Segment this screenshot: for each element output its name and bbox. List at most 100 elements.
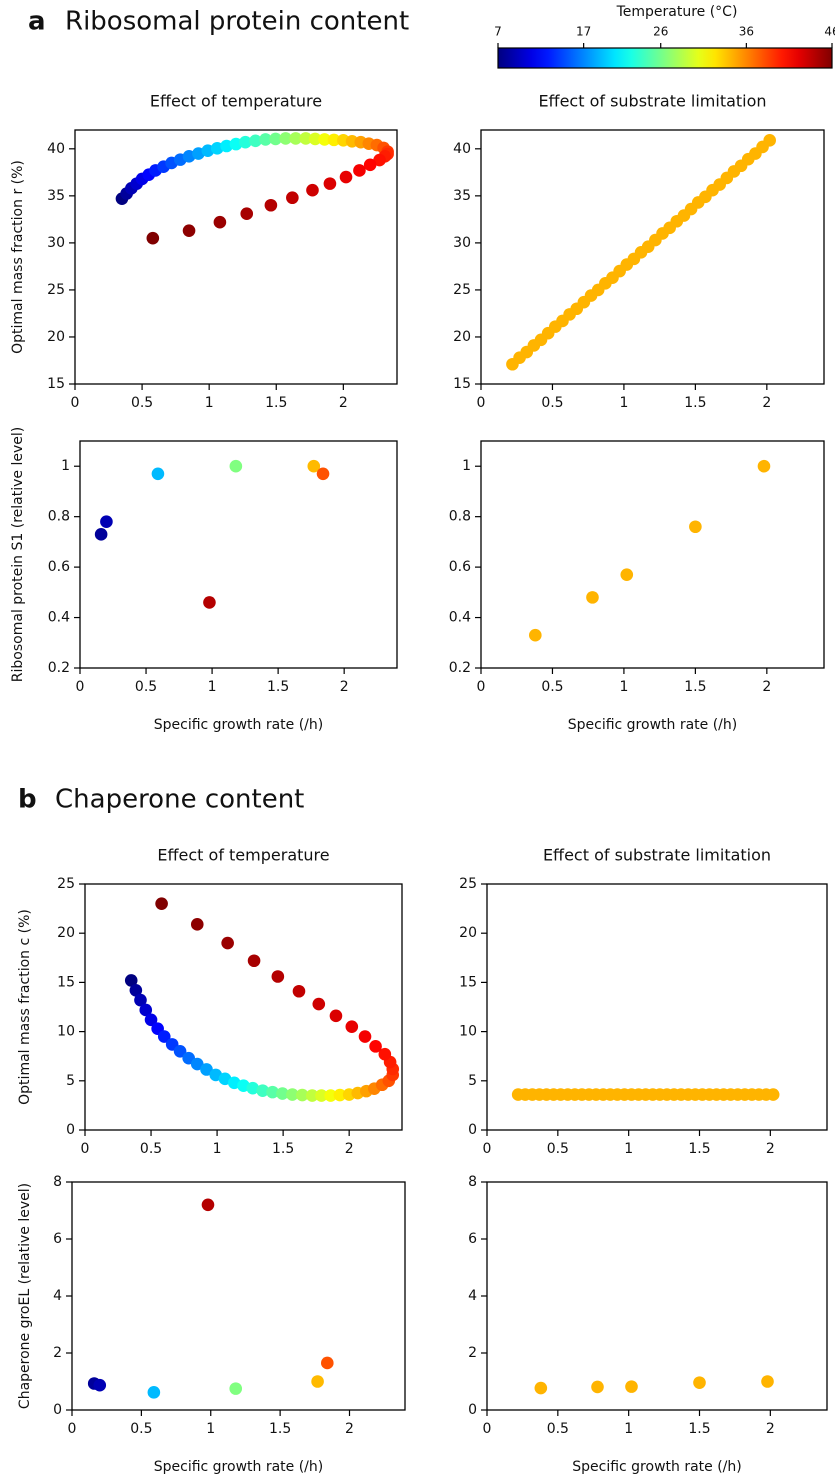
plot-frame <box>480 440 825 669</box>
x-tick-label: 1 <box>624 1141 633 1157</box>
x-tick-label: 2 <box>762 395 771 411</box>
y-tick-label: 4 <box>53 1288 62 1304</box>
y-tick-label: 0 <box>468 1402 477 1418</box>
data-point <box>286 191 299 205</box>
data-point <box>586 591 599 604</box>
y-tick-label: 5 <box>468 1073 477 1089</box>
plot-frame <box>74 129 398 385</box>
data-point <box>766 1088 780 1101</box>
y-tick-label: 5 <box>66 1073 75 1089</box>
y-tick-label: 6 <box>468 1231 477 1247</box>
data-point <box>353 164 366 177</box>
data-point <box>94 528 108 541</box>
panel-title: Effect of substrate limitation <box>538 92 766 111</box>
data-point <box>134 993 147 1007</box>
y-tick-label: 0.8 <box>449 509 471 525</box>
data-point <box>269 132 282 146</box>
y-tick-label: 8 <box>53 1174 62 1190</box>
x-tick-label: 1 <box>619 395 628 411</box>
data-point <box>295 1088 309 1102</box>
x-tick-label: 2 <box>766 1421 775 1437</box>
data-point <box>324 1089 337 1102</box>
data-point <box>151 467 165 481</box>
x-tick-label: 2 <box>345 1141 354 1157</box>
data-point <box>625 1380 638 1393</box>
x-tick-label: 2 <box>762 679 771 695</box>
data-point <box>363 158 377 172</box>
x-tick-label: 1 <box>205 395 214 411</box>
section-title: Chaperone content <box>55 785 304 815</box>
x-tick-label: 0.5 <box>541 679 563 695</box>
x-tick-label: 1.5 <box>688 1421 710 1437</box>
x-tick-label: 0 <box>483 1141 492 1157</box>
data-point <box>246 1081 260 1095</box>
y-axis-label: Ribosomal protein S1 (relative level) <box>10 427 26 682</box>
data-point <box>534 1381 548 1395</box>
y-tick-label: 25 <box>57 876 75 892</box>
y-tick-label: 20 <box>57 925 75 941</box>
x-tick-label: 0 <box>477 395 486 411</box>
data-point <box>339 170 353 184</box>
data-point <box>129 983 143 997</box>
x-tick-label: 1 <box>206 1421 215 1437</box>
y-tick-label: 0 <box>53 1402 62 1418</box>
y-tick-label: 6 <box>53 1231 62 1247</box>
colorbar-tick-label: 7 <box>494 25 502 39</box>
data-point <box>157 1030 171 1043</box>
data-point <box>229 137 243 151</box>
data-point <box>315 1089 328 1102</box>
y-tick-label: 1 <box>61 458 70 474</box>
data-point <box>763 134 776 147</box>
y-tick-label: 8 <box>468 1174 477 1190</box>
plot-frame <box>84 883 403 1131</box>
x-tick-label: 2 <box>766 1141 775 1157</box>
data-point <box>190 918 204 931</box>
y-axis-label: Chaperone groEL (relative level) <box>17 1183 33 1409</box>
data-point <box>378 1047 392 1061</box>
y-tick-label: 0.2 <box>449 660 471 676</box>
data-point <box>279 132 292 145</box>
x-tick-label: 0 <box>76 679 85 695</box>
data-point <box>240 207 254 221</box>
y-tick-label: 25 <box>459 876 477 892</box>
data-point <box>286 1088 299 1101</box>
data-point <box>327 133 341 147</box>
data-point <box>173 1044 187 1058</box>
plot-frame <box>79 440 398 669</box>
data-point <box>266 1085 279 1099</box>
data-point <box>100 515 113 529</box>
x-axis-label: Specific growth rate (/h) <box>154 1459 324 1475</box>
x-axis-label: Specific growth rate (/h) <box>568 717 738 733</box>
section-letter: a <box>28 7 46 37</box>
x-tick-label: 2 <box>340 679 349 695</box>
plot-frame <box>480 129 825 385</box>
data-point <box>308 132 322 146</box>
x-tick-label: 1 <box>213 1141 222 1157</box>
data-point <box>93 1378 107 1392</box>
x-tick-label: 0.5 <box>131 395 153 411</box>
data-point <box>271 970 285 983</box>
colorbar-tick-label: 26 <box>653 25 668 39</box>
data-point <box>321 1356 334 1370</box>
y-tick-label: 30 <box>453 235 471 251</box>
x-tick-label: 0 <box>71 395 80 411</box>
y-tick-label: 15 <box>459 974 477 990</box>
data-point <box>299 132 313 145</box>
section-letter: b <box>18 785 37 815</box>
data-point <box>144 1013 158 1027</box>
x-axis-label: Specific growth rate (/h) <box>572 1459 742 1475</box>
data-point <box>323 177 337 190</box>
panel-title: Effect of temperature <box>157 846 329 865</box>
y-tick-label: 0.6 <box>48 559 70 575</box>
x-tick-label: 1 <box>619 679 628 695</box>
data-point <box>147 1386 161 1399</box>
y-tick-label: 0.4 <box>48 610 70 626</box>
x-tick-label: 2 <box>345 1421 354 1437</box>
x-tick-label: 0.5 <box>130 1421 152 1437</box>
panel-title: Effect of temperature <box>150 92 322 111</box>
y-tick-label: 0.6 <box>449 559 471 575</box>
x-tick-label: 0 <box>81 1141 90 1157</box>
data-point <box>329 1009 343 1023</box>
y-tick-label: 25 <box>47 282 65 298</box>
